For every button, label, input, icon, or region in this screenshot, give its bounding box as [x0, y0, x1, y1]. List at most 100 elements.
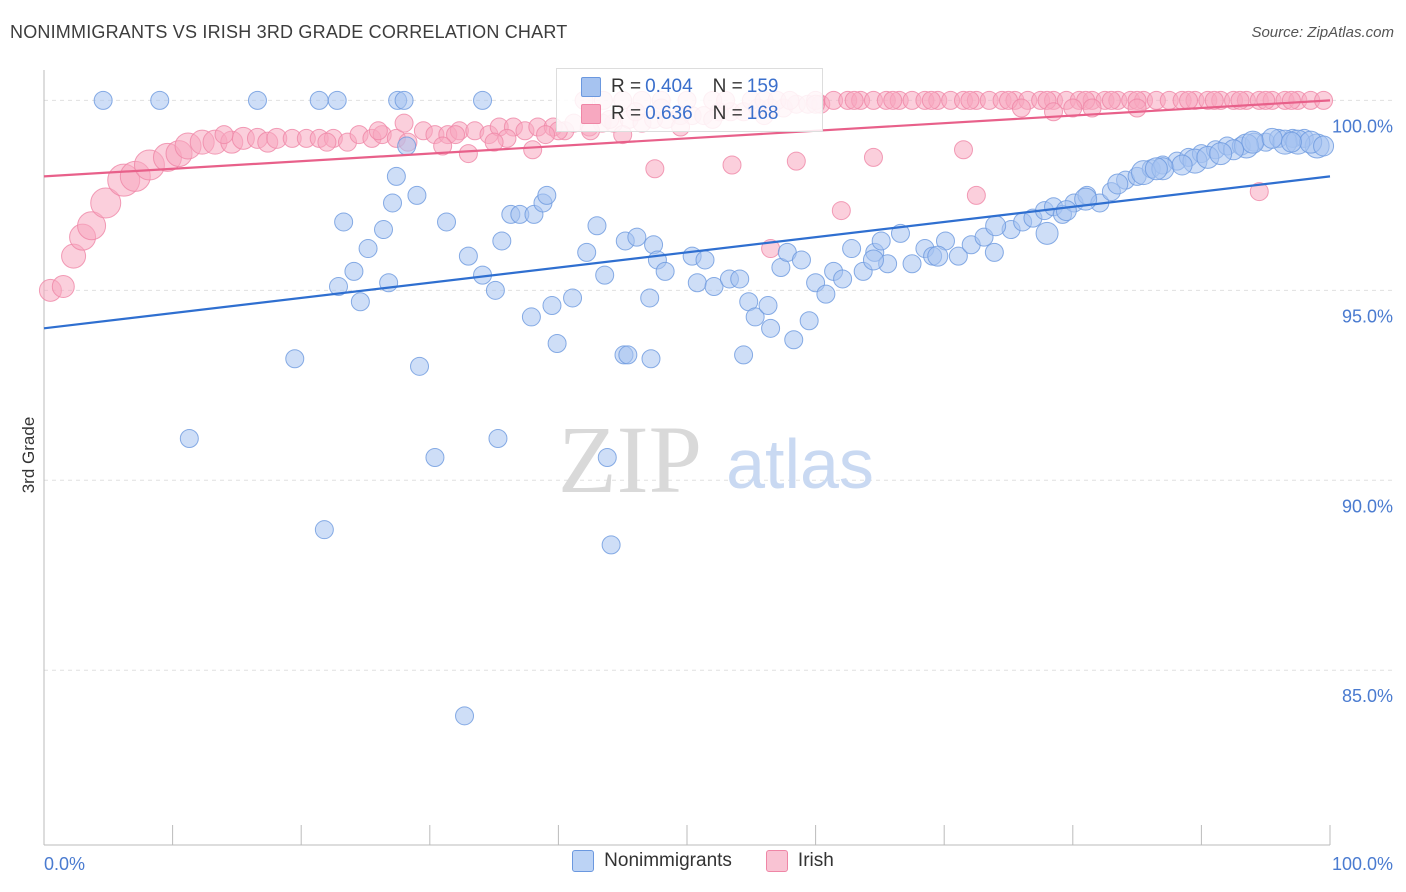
nonimmigrants-point	[601, 535, 621, 555]
nonimmigrants-point	[407, 185, 427, 205]
irish-point	[394, 113, 414, 133]
nonimmigrants-point	[799, 311, 819, 331]
nonimmigrants-point	[730, 269, 750, 289]
nonimmigrants-point	[397, 136, 417, 156]
nonimmigrants-point	[344, 261, 364, 281]
legend-label-irish: Irish	[797, 850, 834, 871]
irish-point	[1101, 90, 1121, 110]
stats-r-label: R =	[611, 103, 642, 124]
nonimmigrants-point	[791, 250, 811, 270]
nonimmigrants-point	[1313, 135, 1335, 157]
irish-point	[1281, 90, 1301, 110]
irish-point	[921, 90, 941, 110]
nonimmigrants-point	[577, 242, 597, 262]
nonimmigrants-point	[627, 227, 647, 247]
nonimmigrants-point	[862, 249, 884, 271]
nonimmigrants-point	[425, 448, 445, 467]
nonimmigrants-point	[247, 90, 267, 110]
nonimmigrants-point	[394, 90, 414, 110]
legend-label-nonimmigrants: Nonimmigrants	[604, 850, 732, 871]
irish-point	[953, 140, 973, 160]
stats-swatch-irish	[581, 104, 601, 124]
stats-n-label: N =	[712, 76, 743, 97]
nonimmigrants-point	[350, 292, 370, 312]
nonimmigrants-point	[492, 231, 512, 251]
watermark-atlas: atlas	[726, 425, 874, 503]
nonimmigrants-point	[1241, 130, 1265, 154]
irish-point	[1011, 98, 1031, 118]
nonimmigrants-point	[328, 277, 348, 297]
nonimmigrants-point	[1280, 131, 1302, 153]
irish-point	[523, 140, 543, 160]
nonimmigrants-point	[93, 90, 113, 110]
irish-point	[1179, 90, 1199, 110]
irish-point	[77, 211, 107, 241]
irish-point	[1127, 98, 1147, 118]
nonimmigrants-point	[1261, 127, 1283, 149]
nonimmigrants-trendline	[43, 175, 1331, 330]
irish-point	[844, 90, 864, 110]
stats-n-value: 159	[746, 76, 779, 97]
stats-row-irish: R = 0.636 N = 168	[581, 102, 778, 126]
irish-point	[960, 90, 980, 110]
irish-trendline	[43, 99, 1331, 178]
source-text: Source: ZipAtlas.com	[1251, 24, 1394, 41]
nonimmigrants-point	[1055, 200, 1077, 222]
nonimmigrants-point	[842, 239, 862, 259]
nonimmigrants-point	[655, 261, 675, 281]
legend-item-irish[interactable]: Irish	[765, 850, 834, 872]
irish-point	[446, 125, 466, 145]
nonimmigrants-point	[485, 280, 505, 300]
nonimmigrants-point	[695, 250, 715, 270]
nonimmigrants-point	[985, 215, 1007, 237]
y-tick-label: 100.0%	[1332, 116, 1393, 136]
irish-point	[966, 185, 986, 205]
nonimmigrants-point	[618, 345, 638, 365]
x-tick-label: 100.0%	[1332, 854, 1393, 874]
irish-point	[1082, 98, 1102, 118]
nonimmigrants-point	[488, 429, 508, 449]
nonimmigrants-point	[687, 273, 707, 293]
irish-point	[214, 125, 234, 145]
nonimmigrants-point	[784, 330, 804, 350]
nonimmigrants-point	[1144, 157, 1168, 181]
irish-point	[368, 121, 388, 141]
nonimmigrants-point	[563, 288, 583, 308]
irish-point	[433, 136, 453, 156]
nonimmigrants-point	[386, 166, 406, 186]
nonimmigrants-point	[458, 246, 478, 266]
stats-row-nonimmigrants: R = 0.404 N = 159	[581, 75, 778, 99]
nonimmigrants-point	[984, 242, 1004, 262]
nonimmigrants-point	[587, 216, 607, 236]
irish-point	[536, 125, 556, 145]
chart-title: NONIMMIGRANTS VS IRISH 3RD GRADE CORRELA…	[10, 22, 568, 42]
irish-point	[1063, 98, 1083, 118]
nonimmigrants-point	[309, 90, 329, 110]
stats-r-label: R =	[611, 76, 642, 97]
nonimmigrants-point	[927, 245, 949, 267]
nonimmigrants-point	[547, 334, 567, 354]
nonimmigrants-point	[285, 349, 305, 369]
irish-point	[645, 159, 665, 179]
stats-r-value: 0.404	[645, 76, 693, 97]
nonimmigrants-point	[455, 706, 475, 726]
irish-point	[722, 155, 742, 175]
nonimmigrants-point	[641, 349, 661, 369]
irish-point	[883, 90, 903, 110]
nonimmigrants-point	[358, 239, 378, 259]
nonimmigrants-point	[761, 318, 781, 338]
nonimmigrants-point	[833, 269, 853, 289]
nonimmigrants-point	[327, 90, 347, 110]
nonimmigrants-point	[150, 90, 170, 110]
irish-point	[458, 144, 478, 164]
nonimmigrants-point	[745, 307, 765, 327]
watermark-zip: ZIP	[558, 406, 702, 513]
legend-item-nonimmigrants[interactable]: Nonimmigrants	[572, 850, 732, 872]
nonimmigrants-point	[902, 254, 922, 274]
irish-point	[831, 201, 851, 221]
irish-point	[317, 132, 337, 152]
nonimmigrants-point	[437, 212, 457, 232]
irish-point	[51, 275, 75, 299]
irish-point	[863, 147, 883, 167]
